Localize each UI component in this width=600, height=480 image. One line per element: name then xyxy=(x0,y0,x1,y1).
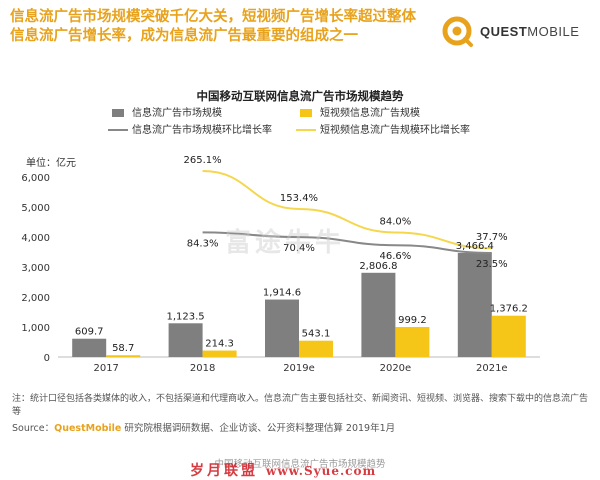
bar-value-label: 2,806.8 xyxy=(359,261,397,272)
bar-value-label: 3,466.4 xyxy=(456,241,494,252)
footnote: 注：统计口径包括各类媒体的收入，不包括渠道和代理商收入。信息流广告主要包括社交、… xyxy=(12,394,589,417)
bar-value-label: 543.1 xyxy=(302,329,331,340)
bar-value-label: 609.7 xyxy=(75,327,104,338)
info-ad-bar xyxy=(72,338,107,357)
bar-value-label: 1,376.2 xyxy=(490,304,528,315)
bar-value-label: 214.3 xyxy=(205,339,234,350)
brand-name: QUESTMOBILE xyxy=(480,23,580,39)
chart: 中国移动互联网信息流广告市场规模趋势 信息流广告市场规模 短视频信息流广告规模信息… xyxy=(21,89,540,374)
bars xyxy=(72,253,526,357)
short-video-bar xyxy=(202,350,237,357)
growth-rate-label: 46.6% xyxy=(380,251,412,262)
growth-rate-label: 84.3% xyxy=(187,238,219,249)
center-watermark: 富途牛牛 xyxy=(225,228,346,258)
bar-value-label: 58.7 xyxy=(112,343,134,354)
headline-line-2: 信息流广告增长率，成为信息流广告最重要的组成之一 xyxy=(10,28,358,44)
source-line: Source：QuestMobile 研究院根据调研数据、企业访谈、公开资料整理… xyxy=(12,420,590,434)
legend-swatch xyxy=(112,109,124,117)
x-tick-label: 2020e xyxy=(380,363,412,374)
legend-label: 短视频信息流广告规模 xyxy=(320,106,420,119)
source-detail: 研究院根据调研数据、企业访谈、公开资料整理估算 2019年1月 xyxy=(121,423,396,434)
info-ad-bar xyxy=(457,253,492,357)
short-video-bar xyxy=(299,340,333,357)
chart-title: 中国移动互联网信息流广告市场规模趋势 xyxy=(197,89,404,103)
y-tick-label: 6,000 xyxy=(21,173,50,184)
legend-label: 短视频信息流广告规模环比增长率 xyxy=(320,123,470,136)
short-video-bar xyxy=(106,355,141,357)
caption: 中国移动互联网信息流广告市场规模趋势 xyxy=(214,459,386,470)
y-tick-label: 1,000 xyxy=(21,323,50,334)
info-ad-bar xyxy=(265,299,299,357)
growth-rate-label: 265.1% xyxy=(184,155,222,166)
short-video-bar xyxy=(491,315,526,357)
short-video-growth-line xyxy=(202,170,492,250)
y-axis: 0 1,000 2,000 3,000 4,000 5,000 6,000 xyxy=(21,173,50,364)
source-prefix: Source： xyxy=(12,423,55,434)
growth-rate-label: 153.4% xyxy=(280,193,318,204)
source-brand: QuestMobile xyxy=(54,423,122,434)
legend-label: 信息流广告市场规模环比增长率 xyxy=(132,123,272,136)
x-tick-label: 2021e xyxy=(476,363,508,374)
legend-label: 信息流广告市场规模 xyxy=(132,106,222,119)
x-tick-label: 2019e xyxy=(283,363,315,374)
questmobile-logo-icon xyxy=(442,16,473,47)
info-ad-bar xyxy=(361,272,396,357)
growth-rate-label: 70.4% xyxy=(283,243,315,254)
headline-line-1: 信息流广告市场规模突破千亿大关，短视频广告增长率超过整体 xyxy=(10,9,416,25)
legend-swatch xyxy=(300,109,312,117)
y-tick-label: 3,000 xyxy=(21,263,50,274)
bottom-watermark-url: www.Syue.com xyxy=(266,464,377,478)
headline: 信息流广告市场规模突破千亿大关，短视频广告增长率超过整体 信息流广告增长率，成为… xyxy=(10,8,430,46)
x-axis: 2017 2018 2019e 2020e 2021e xyxy=(58,356,540,374)
growth-rate-label: 84.0% xyxy=(380,217,412,228)
unit-label: 单位：亿元 xyxy=(26,156,76,169)
growth-lines xyxy=(202,170,492,255)
short-video-bar xyxy=(395,327,430,357)
y-tick-label: 5,000 xyxy=(21,203,50,214)
brand-logo: QUESTMOBILE xyxy=(440,14,579,48)
info-growth-line xyxy=(202,231,492,255)
x-tick-label: 2017 xyxy=(93,363,118,374)
y-tick-label: 0 xyxy=(44,353,50,364)
bar-value-label: 1,123.5 xyxy=(167,311,205,322)
data-labels: 609.7 1,123.5 1,914.6 2,806.8 3,466.4 58.7 214… xyxy=(75,155,528,354)
bar-value-label: 1,914.6 xyxy=(263,288,301,299)
bottom-watermark: 岁月联盟 www.Syue.com xyxy=(190,460,376,480)
y-tick-label: 4,000 xyxy=(21,233,50,244)
info-ad-bar xyxy=(168,323,203,357)
growth-rate-label: 23.5% xyxy=(476,259,508,270)
bottom-watermark-text: 岁月联盟 xyxy=(190,463,258,479)
y-tick-label: 2,000 xyxy=(21,293,50,304)
growth-rate-label: 37.7% xyxy=(476,232,508,243)
x-tick-label: 2018 xyxy=(190,363,215,374)
bar-value-label: 999.2 xyxy=(398,315,427,326)
